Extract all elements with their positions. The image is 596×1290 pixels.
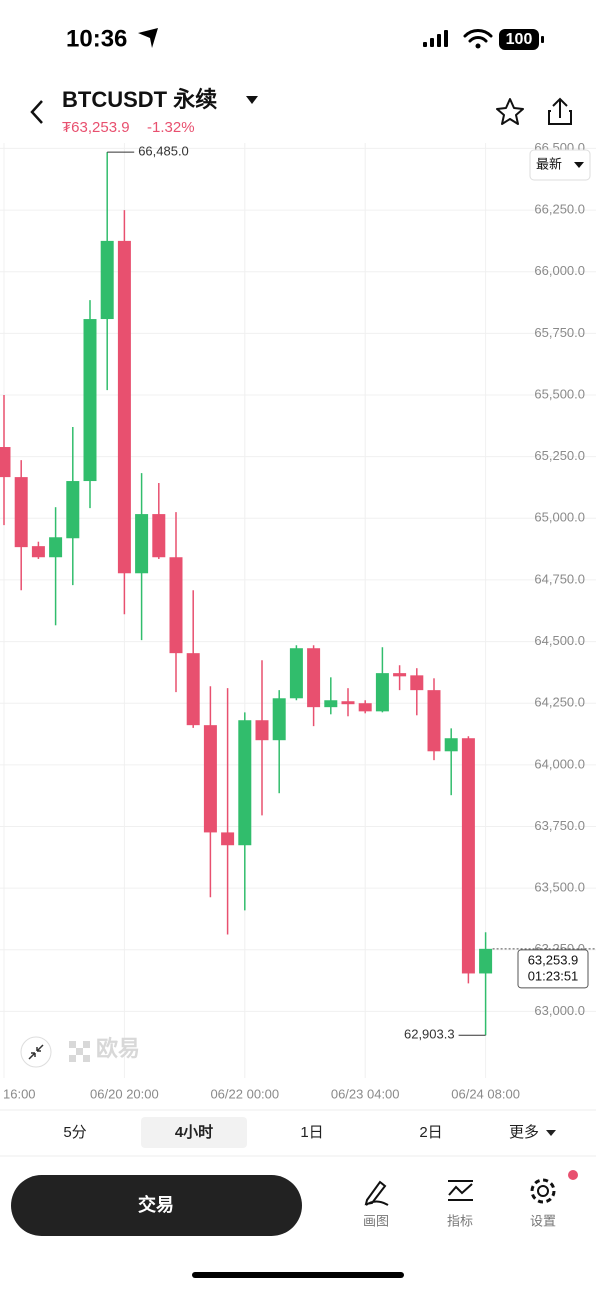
candle-body — [393, 673, 407, 677]
timeframe[interactable]: 5分 — [63, 1124, 86, 1141]
candle-body — [461, 738, 475, 974]
candle-body — [117, 240, 131, 574]
notification-dot — [568, 1170, 578, 1180]
candle-body — [444, 738, 458, 752]
header-price: ₮63,253.9 — [62, 119, 130, 136]
candle-body — [289, 648, 303, 699]
watermark: 欧易 — [96, 1036, 140, 1061]
candle-body — [14, 477, 28, 548]
y-tick-label: 65,750.0 — [534, 325, 585, 340]
candle-body — [307, 648, 321, 708]
candle-body — [0, 447, 11, 478]
status-time: 10:36 — [66, 25, 127, 52]
wifi-icon — [463, 29, 493, 43]
symbol[interactable]: BTCUSDT 永续 — [62, 87, 217, 112]
candle-body — [479, 948, 493, 974]
price-mode[interactable]: 最新 — [536, 156, 562, 171]
y-tick-label: 63,500.0 — [534, 880, 585, 895]
candle-body — [66, 481, 80, 539]
collapse-icon — [28, 1044, 44, 1060]
back-button[interactable] — [30, 100, 43, 124]
timeframe[interactable]: 1日 — [300, 1124, 323, 1141]
y-tick-label: 65,500.0 — [534, 386, 585, 401]
candle-body — [427, 690, 441, 752]
y-tick-label: 64,000.0 — [534, 756, 585, 771]
candle-body — [358, 703, 372, 712]
battery — [499, 29, 539, 50]
candle-body — [341, 701, 355, 705]
watermark-logo — [69, 1041, 90, 1062]
countdown: 01:23:51 — [528, 968, 579, 983]
candle-body — [203, 725, 217, 833]
location-icon — [138, 28, 158, 48]
last-price-box — [517, 949, 589, 989]
price-mode-arrow[interactable] — [574, 162, 584, 168]
home-indicator — [192, 1272, 404, 1278]
wifi-dot — [475, 43, 481, 49]
candle-body — [375, 673, 389, 712]
trade-label[interactable]: 交易 — [138, 1194, 174, 1215]
candle-body — [169, 557, 183, 654]
y-tick-label: 64,250.0 — [534, 695, 585, 710]
y-tick-label: 66,500.0 — [534, 140, 585, 155]
tool-label[interactable]: 指标 — [447, 1213, 473, 1228]
tool-label[interactable]: 设置 — [530, 1213, 556, 1228]
battery-tip — [541, 36, 544, 43]
candle-body — [152, 514, 166, 558]
x-tick-label: 06/24 08:00 — [451, 1086, 520, 1101]
settings-icon-gear[interactable] — [530, 1178, 556, 1204]
candle-body — [272, 698, 286, 741]
timeframe[interactable]: 4小时 — [175, 1124, 213, 1141]
price-mode-button[interactable] — [529, 149, 591, 181]
last-price-label: 63,253.9 — [528, 952, 579, 967]
y-tick-label: 64,500.0 — [534, 633, 585, 648]
candle-body — [100, 240, 114, 320]
indicator-icon[interactable] — [448, 1180, 473, 1201]
battery-level: 100 — [506, 31, 533, 48]
candle-body — [410, 675, 424, 691]
y-tick-label: 66,250.0 — [534, 202, 585, 217]
timeframe[interactable]: 2日 — [419, 1124, 442, 1141]
y-tick-label: 63,750.0 — [534, 818, 585, 833]
candle-body — [31, 546, 45, 558]
draw-icon[interactable] — [364, 1180, 389, 1206]
symbol-dropdown[interactable] — [246, 96, 258, 104]
timeframe[interactable]: 更多 — [509, 1124, 539, 1141]
chart: 63,000.063,250.063,500.063,750.064,000.0… — [0, 140, 596, 1078]
settings-icon[interactable] — [537, 1185, 549, 1197]
low-marker-label: 62,903.3 — [404, 1027, 455, 1042]
candle-body — [221, 832, 235, 846]
y-tick-label: 65,000.0 — [534, 510, 585, 525]
candle-body — [135, 514, 149, 574]
x-tick-label: 06/20 20:00 — [90, 1086, 159, 1101]
high-marker-label: 66,485.0 — [138, 144, 189, 159]
timeframe-active — [141, 1117, 247, 1148]
candle-body — [83, 319, 97, 482]
favorite-button[interactable] — [496, 98, 524, 125]
x-tick-label: 06/23 04:00 — [331, 1086, 400, 1101]
timeframe-bar: 5分 4小时 1日 2日 更多 — [63, 1117, 556, 1148]
collapse-button[interactable] — [20, 1036, 52, 1068]
more-arrow[interactable] — [546, 1130, 556, 1136]
candle-body — [186, 653, 200, 726]
header-change: -1.32% — [147, 119, 195, 136]
y-tick-label: 65,250.0 — [534, 448, 585, 463]
x-tick-label: 16:00 — [3, 1086, 36, 1101]
share-button[interactable] — [548, 97, 572, 125]
candle-body — [255, 720, 269, 741]
trade-button[interactable] — [11, 1175, 302, 1236]
y-tick-label: 63,000.0 — [534, 1003, 585, 1018]
candle-body — [238, 720, 252, 846]
candle-body — [324, 700, 338, 708]
tool-label[interactable]: 画图 — [363, 1213, 389, 1228]
y-tick-label: 66,000.0 — [534, 263, 585, 278]
signal-icon — [423, 30, 448, 47]
candle-body — [49, 537, 63, 558]
x-tick-label: 06/22 00:00 — [210, 1086, 279, 1101]
y-tick-label: 64,750.0 — [534, 571, 585, 586]
